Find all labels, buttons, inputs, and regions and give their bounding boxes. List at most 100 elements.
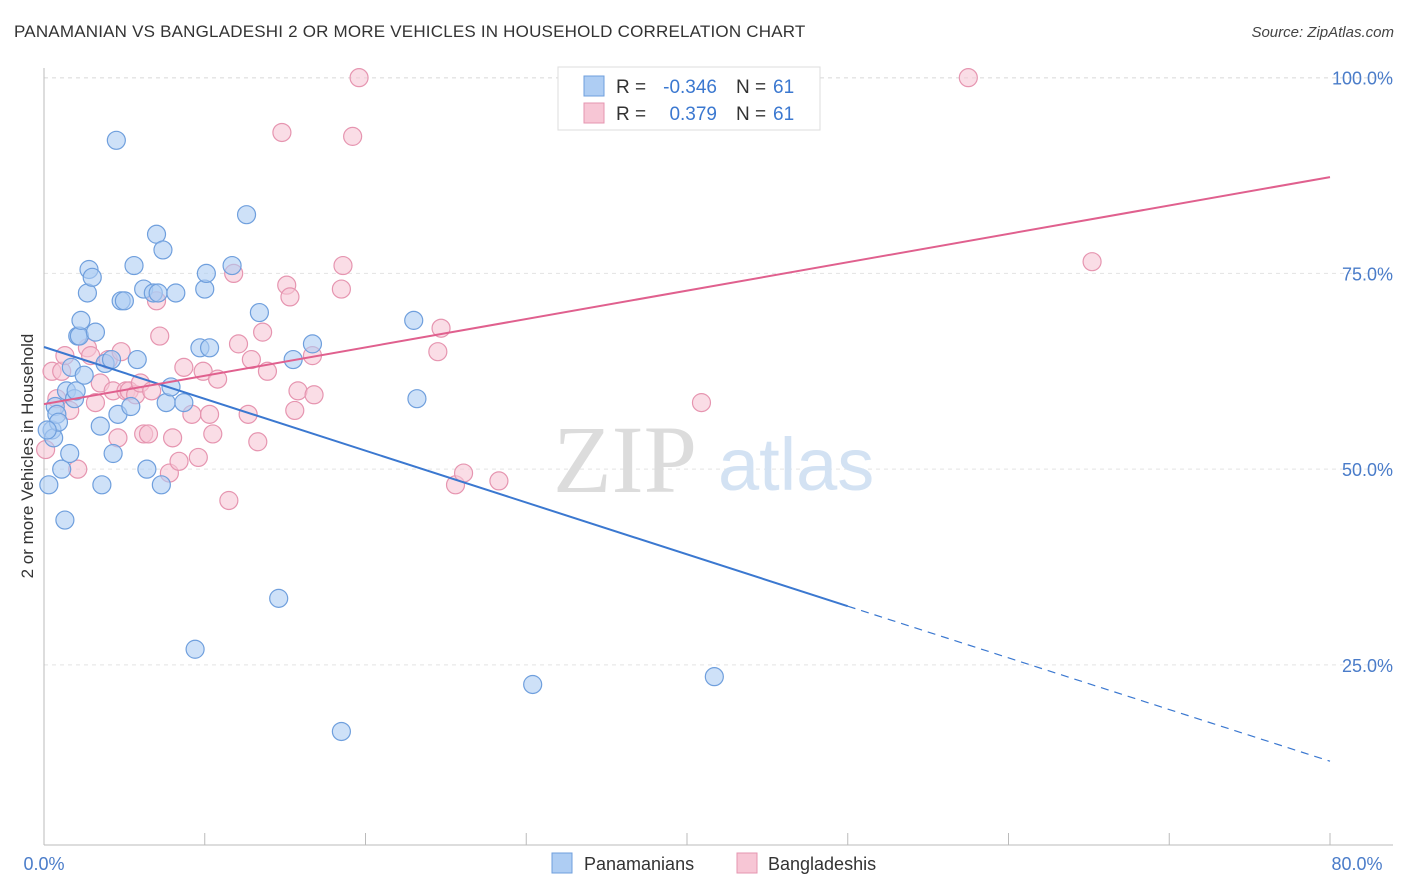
trend-line-panamanians xyxy=(43,346,849,608)
panamanian-point xyxy=(404,310,424,330)
bangladeshi-point xyxy=(428,342,448,362)
panamanian-point xyxy=(523,674,543,695)
panamanian-point xyxy=(55,510,75,530)
bangladeshi-point xyxy=(238,404,258,424)
panamanian-point xyxy=(71,310,91,330)
panamanian-point xyxy=(166,283,186,303)
chart-title: PANAMANIAN VS BANGLADESHI 2 OR MORE VEHI… xyxy=(14,22,806,41)
panamanian-point xyxy=(121,396,141,417)
bangladeshi-point xyxy=(219,490,239,511)
series-legend: Panamanians Bangladeshis xyxy=(551,852,876,874)
panamanian-point xyxy=(137,459,157,479)
bangladeshi-point xyxy=(174,357,194,377)
panamanian-point xyxy=(704,667,724,687)
x-tick-label-max: 80.0% xyxy=(1331,854,1382,874)
bangladeshi-point xyxy=(257,361,278,381)
legend-n-label-bangladeshis: N = xyxy=(736,104,771,125)
panamanian-point xyxy=(249,302,270,323)
panamanian-point xyxy=(37,420,57,440)
bangladeshi-point xyxy=(333,255,353,276)
trend-line-panamanians-extension xyxy=(847,605,1331,762)
panamanian-point xyxy=(302,334,323,354)
panamanian-point xyxy=(124,255,144,276)
bangladeshi-point xyxy=(188,447,208,468)
y-axis-label: 2 or more Vehicles in Household xyxy=(18,334,37,579)
panamanian-point xyxy=(151,475,171,495)
bangladeshi-point xyxy=(489,471,509,491)
gridlines xyxy=(44,77,1393,666)
legend-r-label-bangladeshis: R = xyxy=(616,104,651,125)
bottom-legend-label-panamanians: Panamanians xyxy=(584,854,694,874)
panamanian-point xyxy=(196,263,216,284)
trend-line-bangladeshis xyxy=(43,176,1331,406)
bangladeshi-point xyxy=(272,122,292,143)
panamanian-point xyxy=(66,381,86,401)
panamanian-point xyxy=(90,416,110,436)
bangladeshi-point xyxy=(228,334,249,354)
bangladeshi-point xyxy=(163,428,183,448)
bangladeshi-point xyxy=(958,68,978,88)
panamanian-point xyxy=(331,721,351,742)
bangladeshi-point xyxy=(1082,252,1102,272)
bangladeshi-point xyxy=(331,279,351,299)
panamanian-point xyxy=(60,443,80,464)
panamanian-point xyxy=(82,267,102,287)
y-tick-label: 25.0% xyxy=(1342,656,1393,676)
bangladeshi-point xyxy=(138,424,159,444)
panamanian-point xyxy=(222,255,242,276)
legend-swatch-panamanians xyxy=(583,75,605,97)
legend-n-label-panamanians: N = xyxy=(736,77,771,98)
bangladeshi-point xyxy=(85,393,106,413)
y-tick-labels: 25.0% 50.0% 75.0% 100.0% xyxy=(1332,69,1393,676)
bangladeshi-point xyxy=(203,424,223,444)
bangladeshi-point xyxy=(248,432,268,452)
legend-r-value-bangladeshis: 0.379 xyxy=(669,104,717,125)
legend-n-value-bangladeshis: 61 xyxy=(773,104,794,125)
bangladeshi-point xyxy=(169,451,189,471)
legend-r-label-panamanians: R = xyxy=(616,77,651,98)
watermark-zip: ZIP xyxy=(553,406,697,513)
bangladeshi-point xyxy=(285,400,305,421)
source-credit: Source: ZipAtlas.com xyxy=(1251,24,1394,41)
legend-swatch-bangladeshis xyxy=(583,102,605,124)
x-tick-label-min: 0.0% xyxy=(23,854,64,874)
bottom-legend-swatch-bangladeshis xyxy=(736,852,758,874)
panamanian-point xyxy=(39,475,59,495)
bangladeshi-point xyxy=(304,385,324,405)
panamanian-point xyxy=(269,588,289,608)
bangladeshi-point xyxy=(253,322,273,342)
bangladeshi-point xyxy=(343,126,363,146)
bottom-legend-swatch-panamanians xyxy=(551,852,573,874)
bangladeshi-point xyxy=(280,287,300,307)
trend-lines xyxy=(43,176,1331,762)
panamanian-point xyxy=(174,393,194,413)
bangladeshi-point xyxy=(199,404,220,424)
panamanian-point xyxy=(114,291,134,311)
series-panamanians xyxy=(37,130,724,742)
panamanian-point xyxy=(106,130,126,150)
panamanian-point xyxy=(52,459,72,479)
bangladeshi-point xyxy=(349,68,369,88)
y-tick-label: 50.0% xyxy=(1342,460,1393,480)
bottom-legend-label-bangladeshis: Bangladeshis xyxy=(768,854,876,874)
panamanian-point xyxy=(92,475,112,495)
panamanian-point xyxy=(185,639,205,659)
panamanian-point xyxy=(74,365,94,385)
x-axis-ticks xyxy=(43,833,1331,845)
panamanian-point xyxy=(127,349,147,370)
panamanian-point xyxy=(148,283,168,303)
panamanian-point xyxy=(407,389,427,409)
y-tick-label: 75.0% xyxy=(1342,264,1393,284)
panamanian-point xyxy=(236,205,257,225)
watermark-atlas: atlas xyxy=(718,423,874,506)
bangladeshi-point xyxy=(691,393,712,413)
legend-r-value-panamanians: -0.346 xyxy=(663,77,717,98)
stats-legend: R = -0.346 N = 61 R = 0.379 N = 61 xyxy=(557,66,821,131)
legend-n-value-panamanians: 61 xyxy=(773,77,794,98)
y-tick-label: 100.0% xyxy=(1332,69,1393,89)
panamanian-point xyxy=(199,338,220,358)
panamanian-point xyxy=(153,240,173,260)
panamanian-point xyxy=(103,443,123,464)
bangladeshi-point xyxy=(150,326,170,346)
